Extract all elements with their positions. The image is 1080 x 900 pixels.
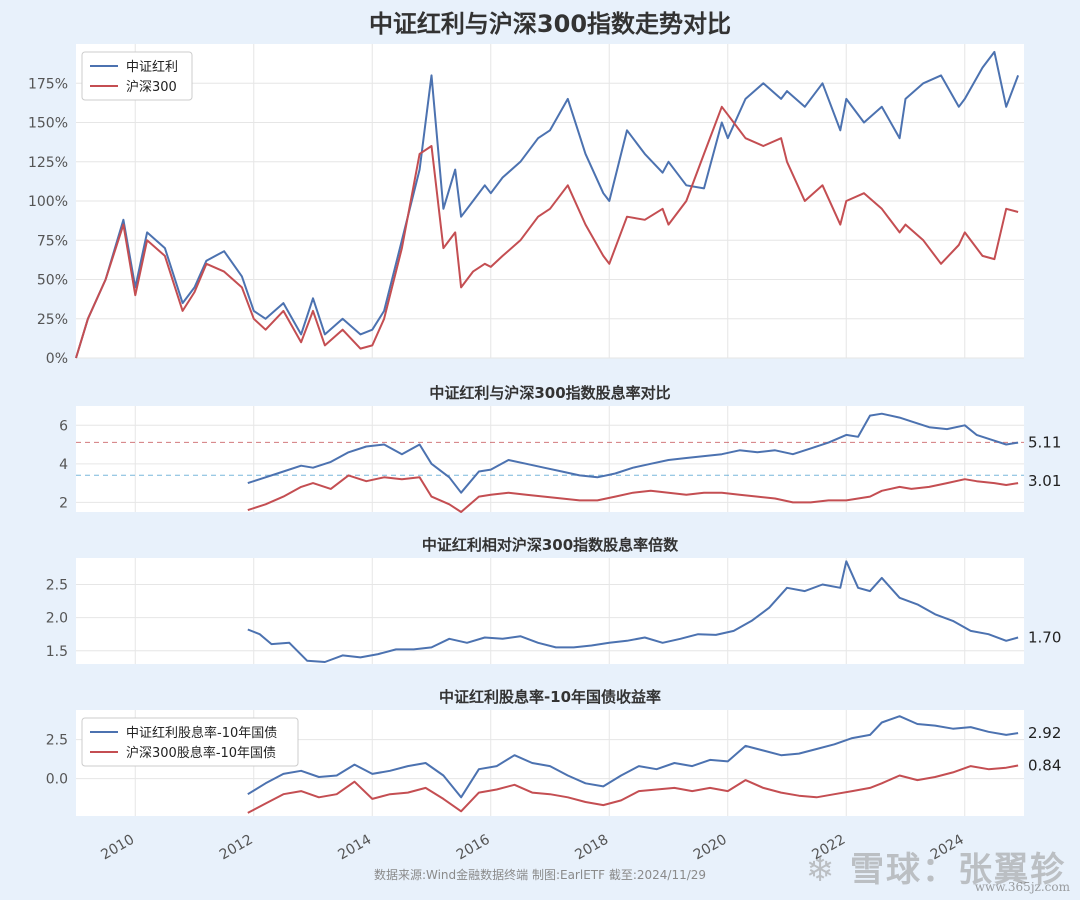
y-tick-label: 2.0 (46, 611, 68, 627)
y-tick-label: 75% (37, 233, 68, 249)
y-tick-label: 2 (59, 495, 68, 511)
y-tick-label: 150% (28, 116, 68, 132)
legend-label: 沪深300股息率-10年国债 (126, 745, 276, 761)
series-line-1 (247, 412, 1019, 494)
plot-area-2 (76, 406, 1024, 512)
watermark-url: www.365jz.com (974, 880, 1070, 894)
series-line-1 (247, 715, 1019, 799)
x-tick-label: 2018 (572, 832, 611, 864)
series-line-2 (247, 474, 1019, 513)
end-value-label: 3.01 (1028, 472, 1061, 490)
legend-label: 中证红利 (126, 59, 178, 75)
y-tick-label: 175% (28, 76, 68, 92)
y-tick-label: 1.5 (46, 644, 68, 660)
panel-title-4: 中证红利股息率-10年国债收益率 (439, 688, 661, 706)
y-tick-label: 2.5 (46, 578, 68, 594)
series-line-1 (247, 560, 1019, 663)
legend-label: 中证红利股息率-10年国债 (126, 725, 277, 741)
legend-label: 沪深300 (126, 79, 177, 95)
watermark-logo: ❄ 雪球：张翼轸 (805, 850, 1066, 890)
end-value-label: 0.84 (1028, 756, 1061, 774)
legend-box (81, 51, 193, 101)
panel-title-1: 中证红利与沪深300指数走势对比 (369, 10, 731, 38)
data-source-footer: 数据来源:Wind金融数据终端 制图:EarlETF 截至:2024/11/29 (373, 868, 707, 882)
y-tick-label: 125% (28, 155, 68, 171)
y-tick-label: 0.0 (46, 772, 68, 788)
y-tick-label: 2.5 (46, 733, 68, 749)
x-tick-label: 2012 (217, 832, 256, 864)
panel-title-3: 中证红利相对沪深300指数股息率倍数 (422, 536, 679, 554)
x-tick-label: 2010 (98, 832, 137, 864)
x-tick-label: 2016 (454, 832, 493, 864)
series-line-2 (247, 764, 1019, 814)
x-tick-label: 2020 (691, 832, 730, 864)
y-tick-label: 0% (46, 351, 68, 367)
panel-title-2: 中证红利与沪深300指数股息率对比 (429, 384, 670, 402)
plot-area-3 (76, 558, 1024, 664)
y-tick-label: 100% (28, 194, 68, 210)
end-value-label: 2.92 (1028, 724, 1061, 742)
x-tick-label: 2014 (335, 832, 374, 864)
series-line-2 (75, 105, 1019, 359)
series-line-1 (75, 50, 1020, 359)
legend-box (81, 717, 299, 767)
y-tick-label: 6 (59, 418, 68, 434)
end-value-label: 5.11 (1028, 433, 1061, 451)
end-value-label: 1.70 (1028, 629, 1061, 647)
y-tick-label: 25% (37, 312, 68, 328)
y-tick-label: 4 (59, 457, 68, 473)
y-tick-label: 50% (37, 273, 68, 289)
